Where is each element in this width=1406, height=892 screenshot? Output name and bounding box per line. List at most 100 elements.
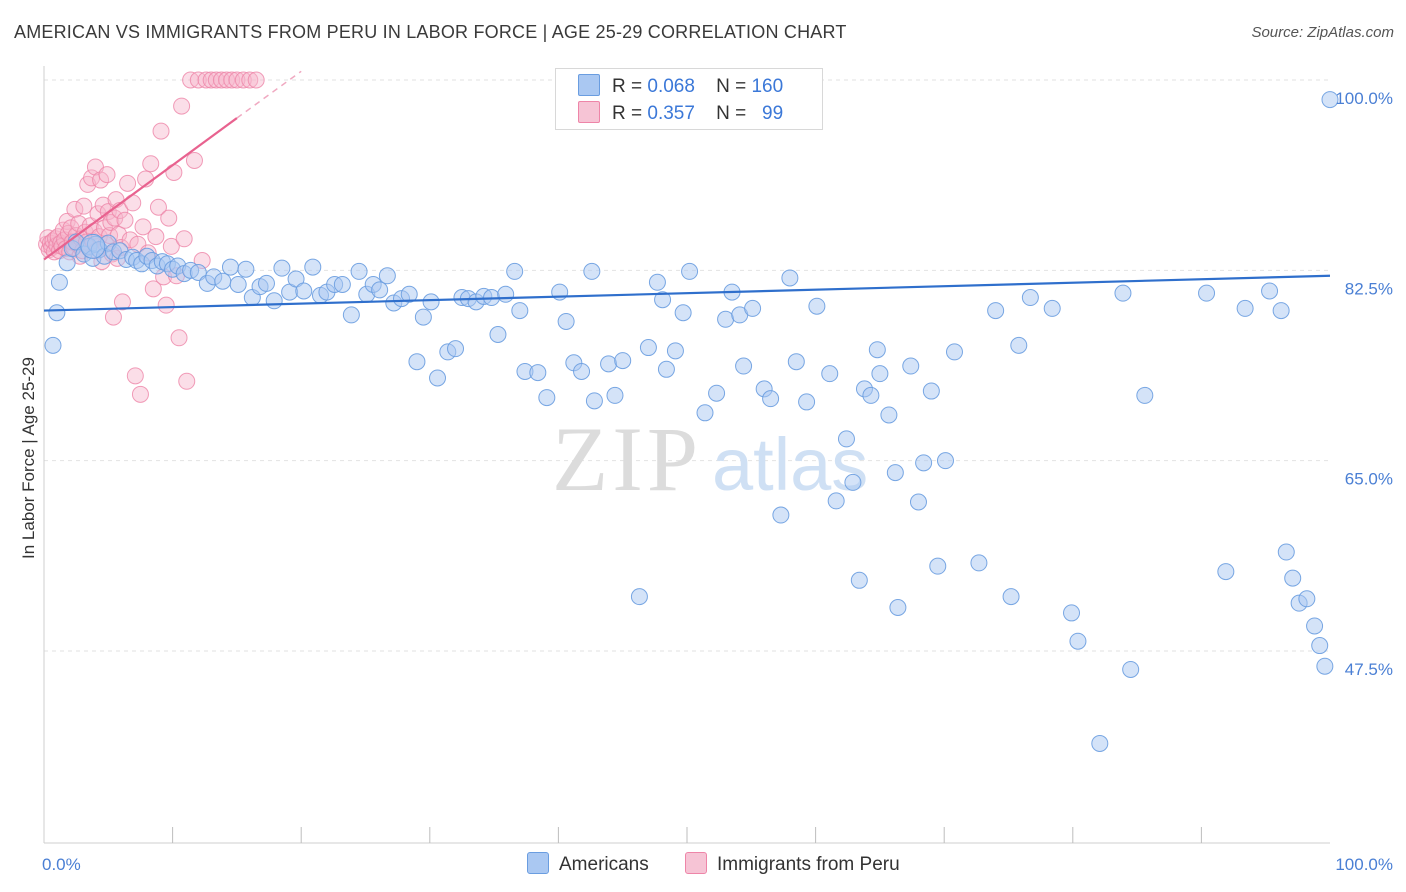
chart-title: AMERICAN VS IMMIGRANTS FROM PERU IN LABO… [14, 22, 847, 42]
peru-point [134, 218, 152, 236]
peru-point [173, 97, 191, 115]
americans-point [58, 254, 76, 272]
americans-point [639, 339, 657, 357]
americans-point [1277, 543, 1295, 561]
americans-point [583, 262, 601, 280]
americans-point [889, 598, 907, 616]
americans-point [48, 304, 66, 322]
americans-point [214, 272, 232, 290]
americans-point [1136, 386, 1154, 404]
americans-point [708, 384, 726, 402]
y-tick-label: 47.5% [1345, 660, 1393, 679]
peru-point [241, 71, 259, 89]
americans-point [1043, 299, 1061, 317]
americans-point [50, 273, 68, 291]
americans-point [189, 264, 207, 282]
legend-r-value-americans: 0.068 [647, 76, 695, 97]
peru-point [202, 71, 220, 89]
americans-point [1311, 637, 1329, 655]
americans-point [1063, 604, 1081, 622]
americans-point [654, 291, 672, 309]
x-tick-label: 100.0% [1335, 855, 1393, 874]
americans-point [506, 262, 524, 280]
watermark: ZIP atlas [552, 408, 868, 510]
americans-point [489, 326, 507, 344]
peru-trend-line [43, 117, 238, 261]
americans-point [1284, 569, 1302, 587]
watermark-zip: ZIP [552, 408, 702, 510]
americans-point [447, 340, 465, 358]
americans-point [945, 343, 963, 361]
americans-point [44, 336, 62, 354]
peru-point [218, 71, 236, 89]
americans-point [886, 464, 904, 482]
americans-point [909, 493, 927, 511]
americans-point [614, 352, 632, 370]
americans-point [929, 557, 947, 575]
americans-point [557, 312, 575, 330]
americans-point [630, 588, 648, 606]
americans-point [408, 353, 426, 371]
peru-point [113, 293, 131, 311]
americans-point [606, 386, 624, 404]
americans-point [827, 492, 845, 510]
americans-point [414, 308, 432, 326]
americans-point [333, 275, 351, 293]
bottom-swatch-americans [527, 852, 549, 874]
peru-point [223, 71, 241, 89]
americans-point [821, 365, 839, 383]
americans-point [287, 270, 305, 288]
peru-point [121, 231, 139, 249]
americans-point [1198, 284, 1216, 302]
americans-point [850, 571, 868, 589]
americans-point [1321, 91, 1339, 109]
peru-point [157, 296, 175, 314]
americans-point [744, 299, 762, 317]
americans-point [80, 233, 106, 259]
americans-point [1021, 289, 1039, 307]
legend-r-value-peru: 0.357 [647, 103, 695, 124]
americans-point [257, 274, 275, 292]
y-tick-label: 82.5% [1345, 279, 1393, 298]
americans-point [1010, 336, 1028, 354]
americans-point [1091, 734, 1109, 752]
americans-point [1217, 563, 1235, 581]
americans-point [237, 260, 255, 278]
peru-point [247, 71, 265, 89]
legend-r-label: R = [612, 76, 643, 97]
americans-point [1114, 284, 1132, 302]
americans-point [762, 390, 780, 408]
y-tick-label: 65.0% [1345, 470, 1393, 489]
peru-point [175, 230, 193, 248]
peru-point [119, 174, 137, 192]
americans-point [400, 285, 418, 303]
americans-point [342, 306, 360, 324]
peru-point [98, 166, 116, 184]
americans-point [1002, 588, 1020, 606]
americans-point [717, 310, 735, 328]
americans-point [422, 293, 440, 311]
bottom-legend-americans: Americans [527, 852, 649, 876]
peru-point [149, 198, 167, 216]
peru-trend-extension [236, 70, 302, 119]
legend-n-label: N = [716, 103, 747, 124]
americans-point [781, 269, 799, 287]
americans-point [1236, 299, 1254, 317]
americans-point [1316, 657, 1334, 675]
peru-point [116, 211, 134, 229]
americans-point [868, 341, 886, 359]
peru-point [147, 228, 165, 246]
peru-point [185, 151, 203, 169]
americans-point [837, 430, 855, 448]
peru-point [144, 280, 162, 298]
x-tick-label: 0.0% [42, 855, 81, 874]
americans-point [600, 355, 618, 373]
americans-point [1298, 590, 1316, 608]
peru-point [66, 200, 84, 218]
americans-point [648, 273, 666, 291]
peru-point [212, 71, 230, 89]
peru-point [152, 122, 170, 140]
americans-point [696, 404, 714, 422]
americans-point [735, 357, 753, 375]
americans-point [371, 281, 389, 299]
